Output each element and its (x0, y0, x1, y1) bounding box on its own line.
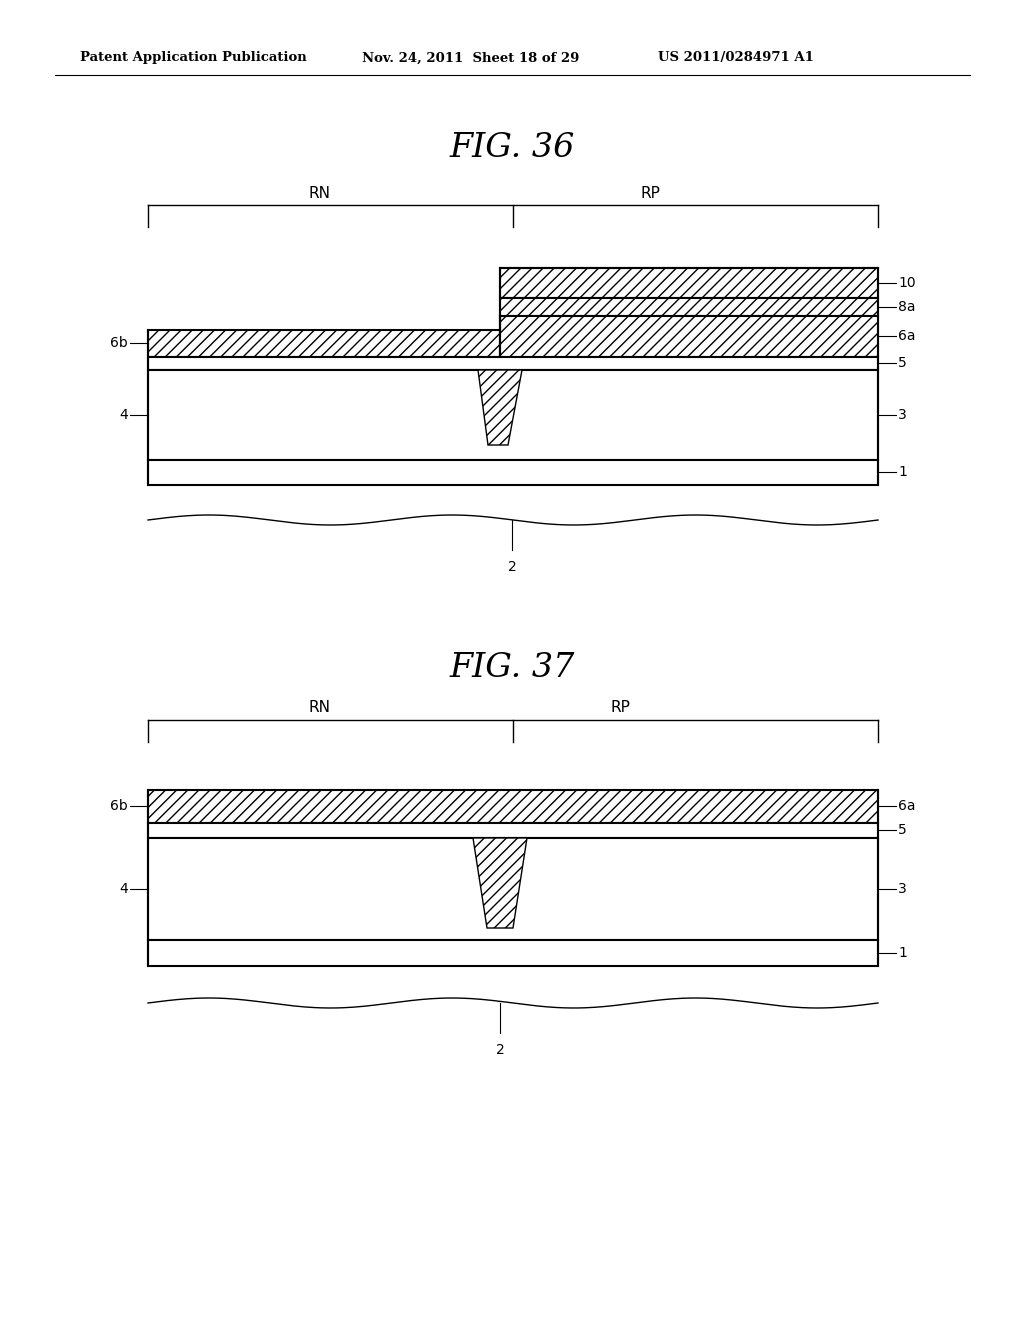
Bar (148, 940, 878, 966)
Text: RN: RN (309, 186, 331, 201)
Bar (500, 268, 878, 298)
Text: FIG. 36: FIG. 36 (450, 132, 574, 164)
Text: 4: 4 (119, 408, 128, 422)
Polygon shape (473, 838, 527, 928)
Text: 3: 3 (898, 882, 906, 896)
Text: FIG. 37: FIG. 37 (450, 652, 574, 684)
Bar (148, 822, 878, 838)
Text: 2: 2 (508, 560, 516, 574)
Text: 4: 4 (119, 882, 128, 896)
Text: 1: 1 (898, 946, 907, 960)
Text: 1: 1 (898, 465, 907, 479)
Text: 6b: 6b (111, 337, 128, 350)
Bar (148, 838, 878, 940)
Bar (148, 356, 878, 370)
Text: RP: RP (610, 701, 630, 715)
Text: US 2011/0284971 A1: US 2011/0284971 A1 (658, 51, 814, 65)
Bar (148, 789, 878, 822)
Text: Nov. 24, 2011  Sheet 18 of 29: Nov. 24, 2011 Sheet 18 of 29 (362, 51, 580, 65)
Text: 6a: 6a (898, 329, 915, 343)
Text: 6a: 6a (898, 799, 915, 813)
Text: 2: 2 (496, 1043, 505, 1057)
Text: 5: 5 (898, 356, 906, 370)
Text: 5: 5 (898, 822, 906, 837)
Text: Patent Application Publication: Patent Application Publication (80, 51, 307, 65)
Text: 6b: 6b (111, 799, 128, 813)
Bar (500, 298, 878, 315)
Text: RN: RN (309, 701, 331, 715)
Text: 10: 10 (898, 276, 915, 290)
Bar (500, 315, 878, 356)
Text: RP: RP (640, 186, 659, 201)
Bar (148, 459, 878, 484)
Text: 8a: 8a (898, 300, 915, 314)
Bar (148, 370, 878, 459)
Bar (148, 330, 500, 356)
Polygon shape (478, 370, 522, 445)
Text: 3: 3 (898, 408, 906, 422)
